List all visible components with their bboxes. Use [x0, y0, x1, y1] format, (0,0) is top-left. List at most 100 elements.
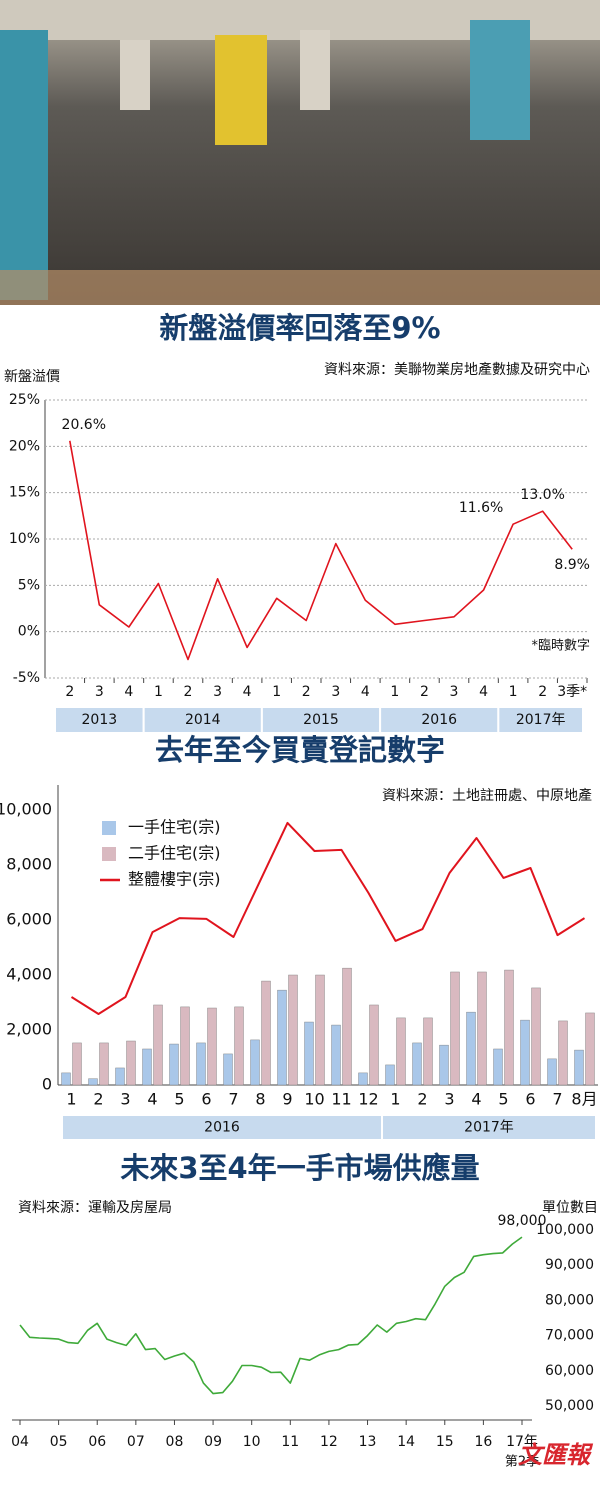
x-tick-label: 09	[204, 1434, 222, 1450]
x-tick-label: 16	[474, 1434, 492, 1450]
y-tick-label: 70,000	[545, 1328, 594, 1344]
year-label: 2015	[303, 712, 339, 728]
photo	[0, 0, 600, 305]
legend-label: 二手住宅(宗)	[128, 844, 221, 863]
source: 資料來源：美聯物業房地產數據及研究中心	[324, 361, 590, 378]
data-label: 8.9%	[554, 557, 590, 573]
bar	[477, 971, 487, 1086]
bar	[520, 1019, 530, 1086]
x-tick-label: 10	[243, 1434, 261, 1450]
chart-title: 去年至今買賣登記數字	[155, 733, 445, 767]
data-line	[69, 440, 573, 661]
x-tick-label: 06	[88, 1434, 106, 1450]
bar	[142, 1048, 152, 1086]
bar	[504, 969, 514, 1086]
y-tick-label: 50,000	[545, 1398, 594, 1414]
x-tick-label: 4	[243, 684, 252, 700]
data-label: 11.6%	[459, 500, 503, 516]
bar	[466, 1011, 476, 1086]
y-tick-label: 4,000	[6, 965, 52, 984]
legend-swatch	[102, 821, 116, 835]
x-tick-label: 15	[436, 1434, 454, 1450]
y-tick-label: 90,000	[545, 1257, 594, 1273]
x-tick-label: 4	[147, 1090, 157, 1109]
watermark: 文匯報	[518, 1441, 594, 1469]
y-tick-label: 6,000	[6, 910, 52, 929]
x-tick-label: 08	[166, 1434, 184, 1450]
legend-label: 一手住宅(宗)	[128, 818, 221, 837]
x-tick-label: 7	[228, 1090, 238, 1109]
source: 資料來源：運輸及房屋局	[18, 1200, 172, 1216]
y-tick-label: 80,000	[545, 1292, 594, 1308]
bar	[369, 1004, 379, 1086]
y-tick-label: 5%	[18, 577, 40, 593]
data-label: 98,000	[498, 1213, 547, 1229]
x-tick-label: 1	[66, 1090, 76, 1109]
year-band	[381, 1114, 597, 1141]
x-note: 第2季	[505, 1455, 539, 1470]
x-tick-label: 1	[154, 684, 163, 700]
year-band	[379, 706, 500, 734]
data-line	[70, 821, 586, 1015]
x-tick-label: 12	[358, 1090, 378, 1109]
chart-title: 未來3至4年一手市場供應量	[120, 1151, 479, 1185]
bar	[358, 1072, 368, 1086]
year-label: 2014	[185, 712, 221, 728]
year-band	[142, 706, 263, 734]
bar	[423, 1017, 433, 1086]
x-tick-label: 3	[331, 684, 340, 700]
y-tick-label: 60,000	[545, 1363, 594, 1379]
bar	[207, 1007, 217, 1086]
x-tick-label: 3季*	[557, 684, 587, 700]
y-tick-label: 2,000	[6, 1020, 52, 1039]
x-tick-label: 4	[124, 684, 133, 700]
bar	[169, 1043, 179, 1086]
bar	[277, 989, 287, 1086]
bar	[450, 971, 460, 1086]
x-tick-label: 14	[397, 1434, 415, 1450]
x-tick-label: 11	[331, 1090, 351, 1109]
x-tick-label: 2	[420, 684, 429, 700]
bar	[234, 1006, 244, 1086]
x-tick-label: 2	[417, 1090, 427, 1109]
note: *臨時數字	[531, 639, 590, 654]
x-tick-label: 2	[65, 684, 74, 700]
bar	[547, 1058, 557, 1086]
y-tick-label: 15%	[9, 485, 40, 501]
x-tick-label: 3	[444, 1090, 454, 1109]
bar	[153, 1004, 163, 1086]
x-tick-label: 5	[174, 1090, 184, 1109]
source: 資料來源：土地註冊處、中原地產	[382, 787, 592, 804]
year-label: 2017年	[516, 712, 566, 728]
y-tick-label: 25%	[9, 392, 40, 408]
bar	[115, 1067, 125, 1086]
bar	[88, 1078, 98, 1086]
bar	[331, 1024, 341, 1086]
bar	[61, 1072, 71, 1086]
x-tick-label: 1	[390, 684, 399, 700]
bar	[493, 1048, 503, 1086]
y-tick-label: -5%	[13, 670, 40, 686]
x-tick-label: 5	[498, 1090, 508, 1109]
y-tick-label: 0	[42, 1075, 52, 1094]
x-tick-label: 3	[213, 684, 222, 700]
x-tick-label: 6	[201, 1090, 211, 1109]
x-tick-label: 9	[282, 1090, 292, 1109]
legend-label: 整體樓宇(宗)	[128, 870, 221, 889]
year-label: 2016	[204, 1120, 240, 1136]
y-tick-label: 0%	[18, 624, 40, 640]
bar	[261, 980, 271, 1086]
bar	[315, 974, 325, 1086]
legend-swatch	[102, 847, 116, 861]
bar	[288, 974, 298, 1086]
x-tick-label: 11	[281, 1434, 299, 1450]
bar	[126, 1040, 136, 1086]
x-tick-label: 1	[390, 1090, 400, 1109]
year-band	[260, 706, 382, 734]
y-axis-label: 單位數目	[542, 1200, 598, 1216]
x-tick-label: 1	[509, 684, 518, 700]
year-band	[54, 706, 145, 734]
x-tick-label: 2	[538, 684, 547, 700]
